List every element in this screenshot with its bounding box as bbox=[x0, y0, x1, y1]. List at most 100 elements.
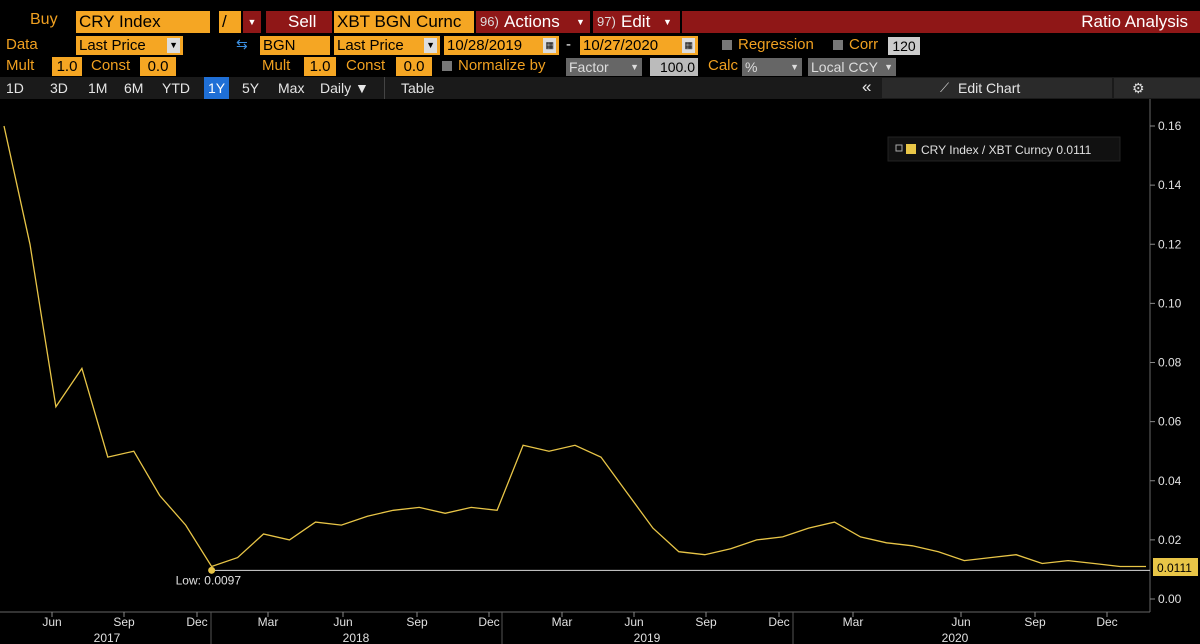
y-tick-label: 0.08 bbox=[1158, 356, 1182, 370]
tab-1m[interactable]: 1M bbox=[88, 80, 108, 96]
calendar-icon[interactable]: ▦ bbox=[682, 38, 695, 53]
tab-6m[interactable]: 6M bbox=[124, 80, 144, 96]
frequency-select[interactable]: Daily ▼ bbox=[320, 80, 369, 96]
source-input[interactable]: BGN bbox=[260, 36, 330, 55]
const-input-2[interactable]: 0.0 bbox=[396, 57, 432, 76]
source-field-value: Last Price bbox=[337, 37, 404, 54]
corr-window-input[interactable]: 120 bbox=[888, 37, 920, 55]
normalize-value: Factor bbox=[569, 59, 609, 75]
tab-max[interactable]: Max bbox=[278, 80, 305, 96]
edit-label: Edit bbox=[621, 12, 651, 31]
const-label: Const bbox=[91, 57, 131, 74]
settings-button[interactable]: ⚙ bbox=[1114, 78, 1200, 98]
range-bar: 1D 3D 1M 6M YTD 1Y 5Y Max Daily ▼ Table « ⟋ Edi… bbox=[0, 77, 1200, 99]
low-marker bbox=[208, 566, 216, 574]
y-tick-label: 0.00 bbox=[1158, 592, 1182, 606]
tab-ytd[interactable]: YTD bbox=[162, 80, 190, 96]
source-field-select[interactable]: Last Price ▼ bbox=[334, 36, 440, 55]
y-tick-label: 0.16 bbox=[1158, 119, 1182, 133]
sell-label: Sell bbox=[288, 12, 317, 31]
mult-input[interactable]: 1.0 bbox=[52, 57, 82, 76]
legend[interactable]: CRY Index / XBT Curncy 0.0111 bbox=[887, 136, 1121, 162]
y-tick-label: 0.06 bbox=[1158, 415, 1182, 429]
page-title: Ratio Analysis bbox=[1081, 12, 1188, 31]
collapse-icon[interactable]: « bbox=[862, 77, 872, 96]
chevron-down-icon: ▼ bbox=[167, 38, 180, 53]
corr-checkbox[interactable]: Corr bbox=[833, 36, 878, 53]
end-date-input[interactable]: 10/27/2020 ▦ bbox=[580, 36, 698, 55]
mult-input-2[interactable]: 1.0 bbox=[304, 57, 336, 76]
year-label: 2018 bbox=[343, 631, 370, 644]
x-tick-label: Mar bbox=[843, 615, 864, 629]
x-tick-label: Sep bbox=[1024, 615, 1046, 629]
const-input[interactable]: 0.0 bbox=[140, 57, 176, 76]
ratio-chart: 0.00 0.02 0.04 0.06 0.08 0.10 0.12 0.14 0.16 Jun… bbox=[0, 99, 1200, 644]
x-tick-label: Dec bbox=[186, 615, 207, 629]
y-tick-label: 0.10 bbox=[1158, 296, 1182, 310]
chevron-down-icon: ▼ bbox=[424, 38, 437, 53]
divider bbox=[384, 77, 385, 99]
operator-dropdown-icon[interactable]: ▼ bbox=[243, 11, 261, 33]
swap-icon[interactable]: ⇆ bbox=[236, 36, 248, 52]
legend-swatch bbox=[906, 144, 916, 154]
date-separator: - bbox=[566, 36, 571, 53]
y-tick-label: 0.12 bbox=[1158, 237, 1182, 251]
table-button[interactable]: Table bbox=[401, 80, 435, 96]
calendar-icon[interactable]: ▦ bbox=[543, 38, 556, 53]
calc-value: % bbox=[745, 59, 758, 75]
factor-input[interactable]: 100.0 bbox=[650, 58, 698, 76]
low-label: Low: 0.0097 bbox=[176, 573, 242, 587]
y-tick-label: 0.04 bbox=[1158, 474, 1182, 488]
x-tick-label: Dec bbox=[1096, 615, 1117, 629]
actions-menu[interactable]: 96) Actions ▼ bbox=[476, 11, 590, 33]
gear-icon[interactable]: ⚙ bbox=[1132, 80, 1145, 96]
mult-label: Mult bbox=[6, 57, 35, 74]
title-bar: Ratio Analysis bbox=[682, 11, 1200, 33]
currency-value: Local CCY bbox=[811, 59, 878, 75]
series-line bbox=[3, 125, 1146, 568]
year-label: 2020 bbox=[942, 631, 969, 644]
edit-chart-button[interactable]: ⟋ Edit Chart bbox=[882, 78, 1112, 98]
corr-label: Corr bbox=[849, 36, 879, 53]
actions-number: 96) bbox=[480, 14, 499, 29]
buy-label: Buy bbox=[30, 11, 58, 28]
edit-dropdown-icon: ▼ bbox=[663, 17, 672, 27]
last-value-label: 0.0111 bbox=[1157, 561, 1192, 575]
regression-label: Regression bbox=[738, 36, 814, 53]
last-value-marker: 0.0111 bbox=[1153, 558, 1198, 576]
chevron-down-icon: ▼ bbox=[630, 62, 639, 72]
end-date-value: 10/27/2020 bbox=[583, 37, 659, 54]
checkbox-icon[interactable] bbox=[442, 61, 452, 72]
x-tick-label: Dec bbox=[768, 615, 789, 629]
checkbox-icon[interactable] bbox=[722, 40, 732, 51]
sell-security-input[interactable]: XBT BGN Curnc bbox=[334, 11, 474, 33]
buy-security-input[interactable]: CRY Index bbox=[76, 11, 210, 33]
y-tick-label: 0.14 bbox=[1158, 178, 1182, 192]
normalize-checkbox[interactable]: Normalize by bbox=[442, 57, 546, 74]
legend-entry: CRY Index / XBT Curncy 0.0111 bbox=[921, 143, 1092, 157]
normalize-label: Normalize by bbox=[458, 57, 546, 74]
tab-1d[interactable]: 1D bbox=[6, 80, 24, 96]
calc-select[interactable]: % ▼ bbox=[742, 58, 802, 76]
start-date-input[interactable]: 10/28/2019 ▦ bbox=[444, 36, 559, 55]
checkbox-icon[interactable] bbox=[833, 40, 843, 51]
edit-menu[interactable]: 97) Edit ▼ bbox=[593, 11, 680, 33]
data-label: Data bbox=[6, 36, 38, 53]
edit-number: 97) bbox=[597, 14, 616, 29]
chart-edit-icon: ⟋ bbox=[940, 80, 950, 95]
currency-select[interactable]: Local CCY ▼ bbox=[808, 58, 896, 76]
tab-1y[interactable]: 1Y bbox=[204, 77, 230, 99]
regression-checkbox[interactable]: Regression bbox=[722, 36, 814, 53]
sell-box: Sell bbox=[266, 11, 332, 33]
legend-toggle-icon[interactable] bbox=[895, 144, 903, 152]
data-select[interactable]: Last Price ▼ bbox=[76, 36, 183, 55]
normalize-select[interactable]: Factor ▼ bbox=[566, 58, 642, 76]
x-tick-label: Mar bbox=[258, 615, 279, 629]
edit-chart-label: Edit Chart bbox=[958, 80, 1021, 96]
tab-3d[interactable]: 3D bbox=[50, 80, 68, 96]
const-label-2: Const bbox=[346, 57, 386, 74]
tab-5y[interactable]: 5Y bbox=[242, 80, 260, 96]
x-tick-label: Jun bbox=[624, 615, 643, 629]
operator-select[interactable]: / bbox=[219, 11, 241, 33]
x-tick-label: Sep bbox=[406, 615, 428, 629]
